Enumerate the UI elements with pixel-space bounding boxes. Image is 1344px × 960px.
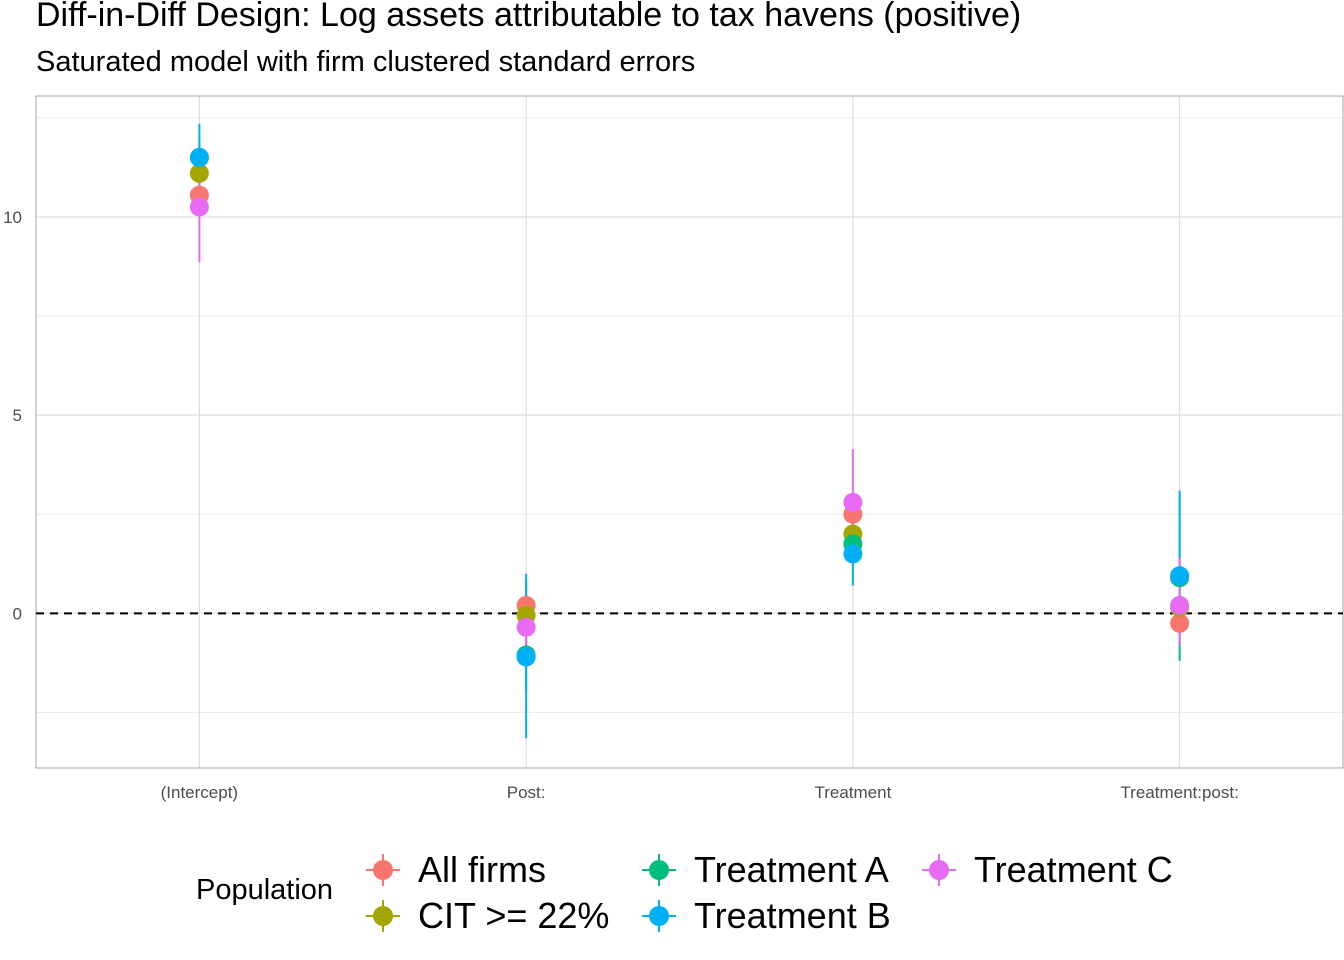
- legend-label: Treatment A: [694, 849, 889, 890]
- legend-label: All firms: [418, 849, 546, 890]
- data-point: [516, 617, 536, 637]
- legend-label: Treatment C: [974, 849, 1173, 890]
- legend-key-treatment-a: [638, 848, 680, 892]
- data-point: [189, 197, 209, 217]
- legend-key-all-firms: [362, 848, 404, 892]
- x-tick-label: Treatment:post:: [1120, 783, 1238, 802]
- data-point: [189, 147, 209, 167]
- chart-title: Diff-in-Diff Design: Log assets attribut…: [36, 0, 1022, 34]
- panel-border: [35, 95, 1344, 769]
- legend-title: Population: [196, 874, 334, 906]
- legend-label: CIT >= 22%: [418, 895, 610, 936]
- data-point: [843, 544, 863, 564]
- chart-subtitle: Saturated model with firm clustered stan…: [36, 46, 696, 78]
- legend-item-treatment-b: Treatment B: [638, 894, 891, 938]
- data-point: [1170, 595, 1190, 615]
- x-tick-label: Post:: [507, 783, 546, 802]
- data-point: [516, 647, 536, 667]
- y-tick-label: 10: [3, 208, 22, 227]
- data-point: [1170, 613, 1190, 633]
- data-point: [189, 163, 209, 183]
- y-tick-label: 5: [13, 406, 22, 425]
- legend-key-cit: [362, 894, 404, 938]
- data-point: [843, 492, 863, 512]
- legend-label: Treatment B: [694, 895, 891, 936]
- legend-key-treatment-c: [918, 848, 960, 892]
- legend-item-treatment-a: Treatment A: [638, 848, 889, 892]
- legend-item-all-firms: All firms: [362, 848, 546, 892]
- legend-item-treatment-c: Treatment C: [918, 848, 1173, 892]
- y-tick-label: 0: [13, 604, 22, 623]
- legend-key-treatment-b: [638, 894, 680, 938]
- x-tick-label: Treatment: [814, 783, 891, 802]
- x-tick-label: (Intercept): [161, 783, 238, 802]
- data-point: [1170, 566, 1190, 586]
- legend-item-cit: CIT >= 22%: [362, 894, 609, 938]
